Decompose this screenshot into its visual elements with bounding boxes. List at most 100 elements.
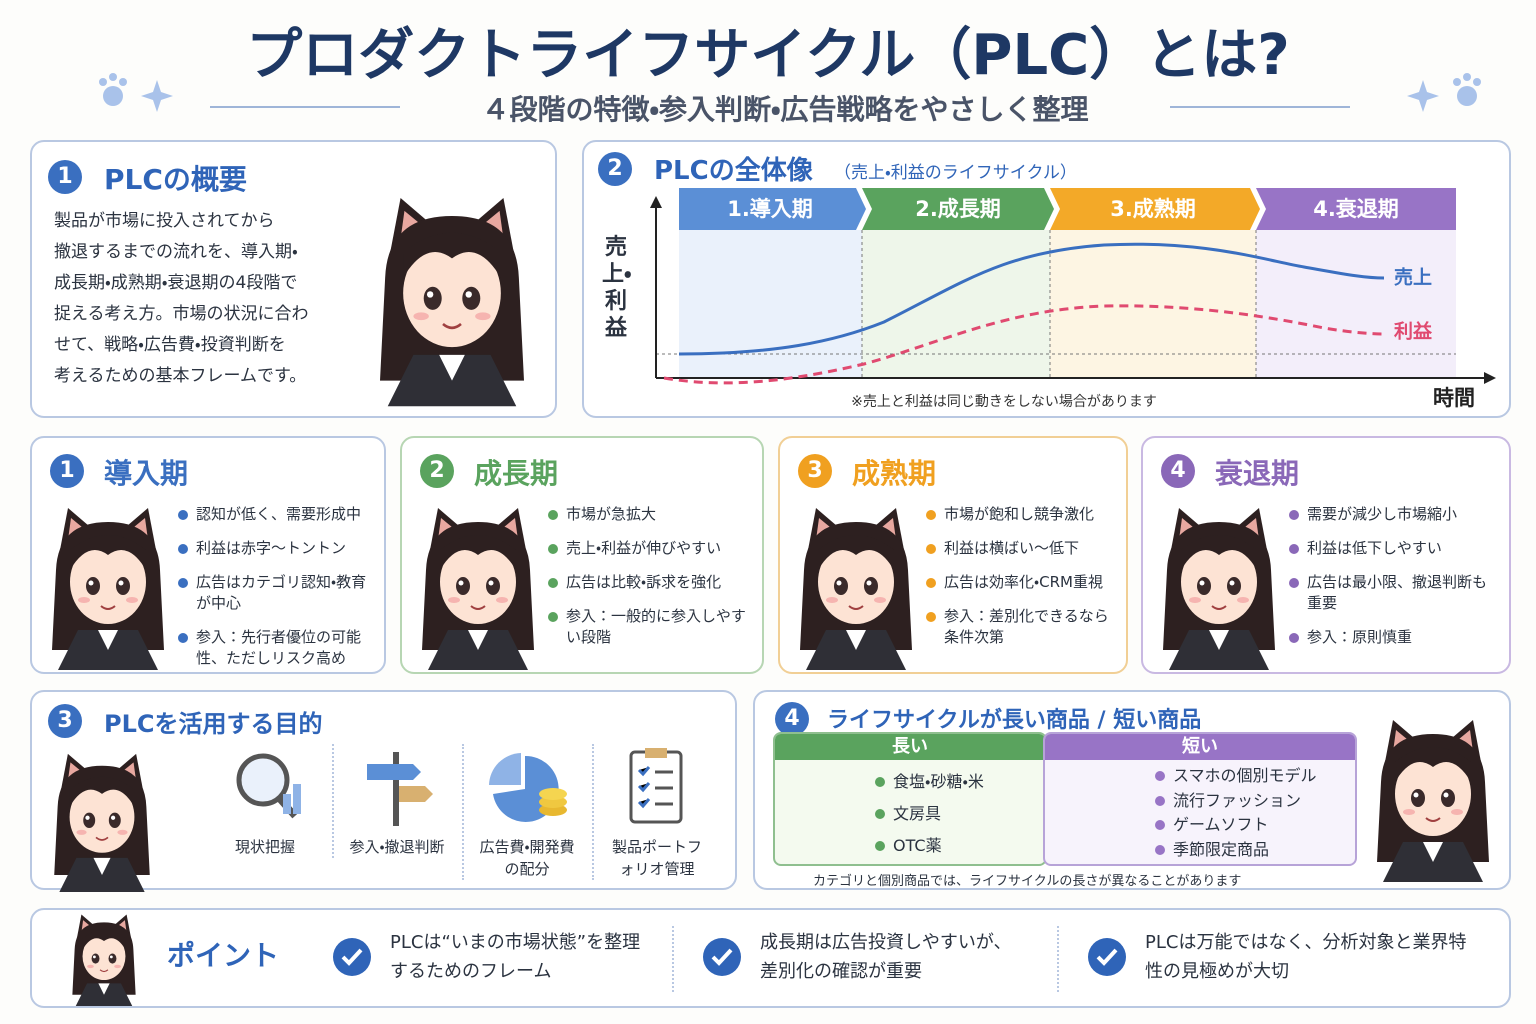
stage-label: 4.衰退期	[1313, 197, 1399, 221]
check-icon	[333, 938, 371, 976]
purpose-item: 参入・撤退判断	[332, 744, 460, 858]
note: ※売上と利益は同じ動きをしない場合があります	[851, 394, 1157, 410]
item: 文房具	[875, 798, 1045, 830]
points-label: ポイント	[167, 939, 280, 972]
bullet-dot	[1155, 795, 1165, 806]
bullet: 需要が減少し市場縮小	[1289, 504, 1499, 525]
bullet: 市場が急拡大	[548, 504, 752, 525]
item: 流行ファッション	[1155, 789, 1355, 814]
bullet-text: 利益は横ばい〜低下	[944, 539, 1080, 557]
stage-header	[1256, 188, 1456, 230]
stage-header	[679, 188, 866, 230]
character	[378, 196, 526, 408]
bullet-dot	[926, 510, 936, 520]
check-icon	[703, 938, 741, 976]
lifecycle-panel: 2 PLCの全体像 （売上・利益のライフサイクル） 売上・利益 1.導入期 2.…	[582, 140, 1511, 418]
overview-line: 撤退するまでの流れを、導入期・	[54, 242, 298, 262]
item-text: 文房具	[893, 804, 942, 823]
section-heading: ライフサイクルが長い商品 / 短い商品	[827, 708, 1202, 733]
bullet-dot	[548, 612, 558, 622]
arrow	[1484, 372, 1496, 384]
overview-line: 成長期・成熟期・衰退期の4段階で	[54, 273, 298, 293]
bullet-text: 広告はカテゴリ認知・教育が中心	[196, 573, 367, 612]
purpose-icon	[367, 752, 433, 826]
purpose-label: 参入・撤退判断	[349, 838, 445, 856]
arrow	[650, 196, 662, 208]
purpose-label: 広告費・開発費の配分	[479, 838, 575, 878]
stage-title: 導入期	[104, 457, 189, 490]
item: 食塩・砂糖・米	[875, 766, 1045, 798]
stage-bullets: 認知が低く、需要形成中 利益は赤字〜トントン広告はカテゴリ認知・教育が中心 参入：先…	[178, 504, 374, 682]
character	[1162, 507, 1276, 670]
overview-line: せて、戦略・広告費・投資判断を	[54, 335, 286, 355]
point: PLCは万能ではなく、分析対象と業界特性の見極めが大切	[1087, 928, 1487, 986]
stage-card: 3 成熟期 市場が飽和し競争激化 利益は横ばい〜低下 広告は効率化・CRM重視 参入：差別…	[778, 436, 1128, 674]
stage-bullets: 市場が急拡大 売上・利益が伸びやすい 広告は比較・訴求を強化 参入：一般的に参入しやす…	[548, 504, 752, 661]
overview-text: 製品が市場に投入されてから撤退するまでの流れを、導入期・ 成長期・成熟期・衰退期の…	[54, 206, 309, 392]
bullet: 利益は横ばい〜低下	[926, 538, 1116, 559]
item-text: OTC薬	[893, 836, 942, 855]
bullet-text: 売上・利益が伸びやすい	[566, 539, 722, 557]
points-panel: ポイント PLCは“いまの市場状態”を整理するためのフレーム 成長期は広告投資しや…	[30, 908, 1511, 1008]
purpose-label: 製品ポートフォリオ管理	[611, 838, 702, 878]
decor	[1407, 73, 1481, 112]
bullet: 認知が低く、需要形成中	[178, 504, 374, 525]
x-axis-label: 時間	[1433, 386, 1475, 410]
bullet: 利益は赤字〜トントン	[178, 538, 374, 559]
item: 季節限定商品	[1155, 838, 1355, 863]
long-box: 長い 食塩・砂糖・米文房具 OTC薬	[773, 732, 1047, 866]
stage-number: 2	[420, 454, 454, 488]
character	[51, 507, 165, 670]
y-axis-label: 売上・利益	[602, 235, 632, 341]
bullet-dot	[1289, 510, 1299, 520]
stage-number: 4	[1161, 454, 1195, 488]
purpose-item: 現状把握	[202, 744, 328, 858]
decor	[99, 73, 173, 112]
section-heading: PLCの概要	[104, 163, 247, 196]
purpose-panel: 3 PLCを活用する目的 現状把握 参入・撤退判断 広告費・開発費の配分 製品ポートフ…	[30, 690, 737, 892]
long-label: 長い	[775, 734, 1045, 760]
purpose-icon	[489, 753, 567, 822]
bullet-dot	[548, 544, 558, 554]
stage-band	[679, 230, 862, 378]
point: 成長期は広告投資しやすいが、差別化の確認が重要	[702, 928, 1042, 986]
lifecycle-chart: 1.導入期 2.成長期 3.成熟期 4.衰退期 売上 利益 ※売上と利益は同じ動…	[650, 188, 1496, 410]
bullet-dot	[875, 777, 885, 787]
stage-header	[1050, 188, 1260, 230]
bullet-dot	[178, 633, 188, 643]
purpose-label: 現状把握	[234, 838, 295, 856]
long-items: 食塩・砂糖・米文房具 OTC薬	[775, 760, 1045, 862]
rule	[210, 106, 400, 108]
character	[53, 752, 151, 892]
purpose-item: 製品ポートフォリオ管理	[592, 744, 720, 880]
stage-title: 成長期	[474, 457, 559, 490]
bullet-dot	[1155, 771, 1165, 782]
bullet-text: 参入：先行者優位の可能性、ただしリスク高め	[196, 628, 362, 667]
stage-label: 3.成熟期	[1110, 197, 1196, 221]
overview-line: 製品が市場に投入されてから	[54, 211, 275, 231]
bullet-dot	[926, 612, 936, 622]
section-number: 4	[775, 702, 809, 736]
stage-card: 4 衰退期 需要が減少し市場縮小 利益は低下しやすい 広告は最小限、撤退判断も重要 参入：…	[1141, 436, 1511, 674]
section-number: 3	[48, 704, 82, 738]
bullet-dot	[926, 578, 936, 588]
stage-band	[1050, 230, 1256, 378]
stage-card: 2 成長期 市場が急拡大 売上・利益が伸びやすい 広告は比較・訴求を強化 参入：一般的に参…	[400, 436, 764, 674]
series-label: 利益	[1394, 320, 1433, 343]
section-number: 2	[598, 152, 632, 186]
bullet-dot	[1155, 820, 1165, 831]
bullet-text: 市場が急拡大	[566, 505, 657, 523]
bullet-dot	[1289, 578, 1299, 588]
stage-header	[862, 188, 1054, 230]
bullet-text: 広告は比較・訴求を強化	[566, 573, 722, 591]
section-number: 1	[48, 160, 82, 194]
bullet-dot	[926, 544, 936, 554]
divider	[672, 926, 674, 992]
point-text: PLCは“いまの市場状態”を整理するためのフレーム	[390, 932, 641, 982]
section-heading: PLCの全体像	[654, 156, 813, 186]
bullet-text: 参入：原則慎重	[1307, 628, 1413, 646]
bullet: 広告は効率化・CRM重視	[926, 572, 1116, 593]
stage-card: 1 導入期 認知が低く、需要形成中 利益は赤字〜トントン 広告はカテゴリ認知・教育が中心…	[30, 436, 386, 674]
bullet: 広告はカテゴリ認知・教育が中心	[178, 572, 374, 614]
stage-number: 3	[798, 454, 832, 488]
